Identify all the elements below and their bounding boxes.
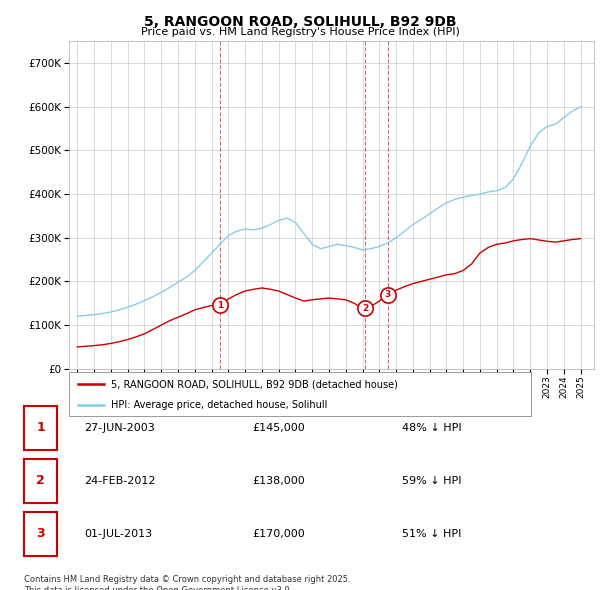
Text: Contains HM Land Registry data © Crown copyright and database right 2025.
This d: Contains HM Land Registry data © Crown c… xyxy=(24,575,350,590)
Text: 2: 2 xyxy=(362,304,368,313)
Text: 2: 2 xyxy=(36,474,45,487)
Text: £145,000: £145,000 xyxy=(252,423,305,432)
Text: 24-FEB-2012: 24-FEB-2012 xyxy=(84,476,155,486)
Text: 1: 1 xyxy=(36,421,45,434)
Text: 01-JUL-2013: 01-JUL-2013 xyxy=(84,529,152,539)
Text: HPI: Average price, detached house, Solihull: HPI: Average price, detached house, Soli… xyxy=(110,400,327,410)
Text: 51% ↓ HPI: 51% ↓ HPI xyxy=(402,529,461,539)
Text: 5, RANGOON ROAD, SOLIHULL, B92 9DB (detached house): 5, RANGOON ROAD, SOLIHULL, B92 9DB (deta… xyxy=(110,379,397,389)
Text: £170,000: £170,000 xyxy=(252,529,305,539)
Text: 48% ↓ HPI: 48% ↓ HPI xyxy=(402,423,461,432)
Text: 59% ↓ HPI: 59% ↓ HPI xyxy=(402,476,461,486)
Text: 1: 1 xyxy=(217,301,223,310)
Text: 3: 3 xyxy=(385,290,391,299)
Text: Price paid vs. HM Land Registry's House Price Index (HPI): Price paid vs. HM Land Registry's House … xyxy=(140,27,460,37)
Text: 5, RANGOON ROAD, SOLIHULL, B92 9DB: 5, RANGOON ROAD, SOLIHULL, B92 9DB xyxy=(144,15,456,29)
Text: 3: 3 xyxy=(36,527,45,540)
Text: 27-JUN-2003: 27-JUN-2003 xyxy=(84,423,155,432)
Text: £138,000: £138,000 xyxy=(252,476,305,486)
